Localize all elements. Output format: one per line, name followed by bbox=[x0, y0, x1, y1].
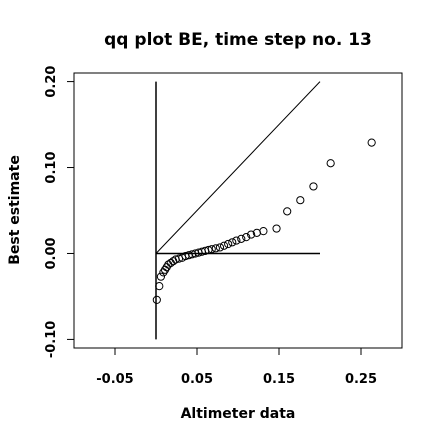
data-point bbox=[283, 207, 292, 216]
data-point bbox=[160, 265, 170, 274]
data-point bbox=[242, 233, 251, 242]
data-point bbox=[166, 258, 175, 268]
data-point bbox=[152, 295, 161, 304]
data-point bbox=[204, 245, 213, 255]
data-point bbox=[159, 268, 168, 277]
data-point bbox=[259, 227, 268, 236]
data-point bbox=[237, 234, 246, 243]
data-point bbox=[309, 182, 318, 191]
data-point bbox=[164, 260, 173, 269]
data-point bbox=[215, 243, 225, 252]
data-point bbox=[162, 263, 171, 272]
data-point bbox=[224, 239, 233, 249]
x-tick-label: 0.05 bbox=[181, 372, 213, 387]
y-axis: -0.10 0.00 0.10 0.20 bbox=[44, 66, 75, 358]
data-points bbox=[152, 138, 376, 304]
data-point bbox=[367, 138, 376, 147]
y-axis-label: Best estimate bbox=[7, 155, 23, 265]
data-point bbox=[247, 230, 256, 239]
data-point bbox=[228, 238, 237, 247]
x-axis: -0.05 0.05 0.15 0.25 bbox=[96, 347, 377, 387]
data-point bbox=[207, 245, 216, 254]
y-tick-label: 0.10 bbox=[44, 151, 59, 183]
y-tick-label: 0.20 bbox=[44, 66, 59, 98]
x-axis-label: Altimeter data bbox=[181, 406, 296, 422]
chart-title: qq plot BE, time step no. 13 bbox=[104, 30, 372, 50]
reference-lines bbox=[155, 81, 321, 340]
data-point bbox=[219, 241, 229, 250]
plot-frame bbox=[73, 72, 403, 349]
data-point bbox=[272, 224, 281, 233]
data-point bbox=[232, 236, 241, 245]
y-tick-label: -0.10 bbox=[44, 321, 59, 358]
y-tick-label: 0.00 bbox=[44, 237, 59, 269]
x-tick-label: -0.05 bbox=[96, 372, 133, 387]
data-point bbox=[296, 196, 305, 205]
reference-line bbox=[155, 81, 321, 254]
x-tick-label: 0.15 bbox=[263, 372, 295, 387]
data-point bbox=[326, 159, 335, 168]
data-point bbox=[211, 244, 220, 253]
data-point bbox=[155, 282, 164, 291]
x-tick-label: 0.25 bbox=[345, 372, 377, 387]
data-point bbox=[156, 272, 166, 281]
